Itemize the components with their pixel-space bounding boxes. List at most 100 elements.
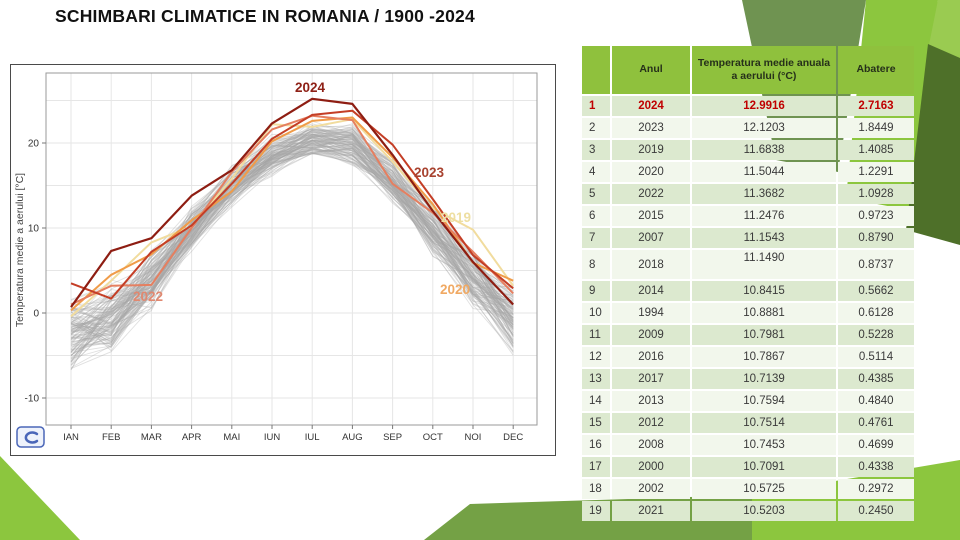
ensemble-year-line xyxy=(70,143,514,347)
year-cell: 2015 xyxy=(612,206,690,226)
ensemble-year-line xyxy=(70,131,514,338)
y-tick-label: 0 xyxy=(33,309,39,320)
ensemble-year-line xyxy=(70,140,514,342)
temperature-cell: 10.8415 xyxy=(692,281,836,301)
rank-cell: 9 xyxy=(582,281,610,301)
y-tick-label: 20 xyxy=(28,139,40,150)
rank-cell: 13 xyxy=(582,369,610,389)
rank-cell: 18 xyxy=(582,479,610,499)
ensemble-year-line xyxy=(70,144,514,345)
table-row-2008: 16 2008 10.7453 0.4699 xyxy=(582,435,914,455)
ensemble-year-line xyxy=(70,139,514,330)
ensemble-year-line xyxy=(70,129,514,322)
chart-grid xyxy=(46,73,537,425)
table-row-2018: 8 2018 11.1490 0.8737 xyxy=(582,250,914,279)
deviation-cell: 0.4840 xyxy=(838,391,914,411)
ensemble-year-line xyxy=(70,134,514,332)
rank-cell: 14 xyxy=(582,391,610,411)
temperature-cell: 12.9916 xyxy=(692,96,836,116)
ensemble-year-line xyxy=(70,138,514,324)
x-tick-label: IUN xyxy=(264,432,281,443)
deviation-cell: 1.0928 xyxy=(838,184,914,204)
table-row-2016: 12 2016 10.7867 0.5114 xyxy=(582,347,914,367)
axes: IAN FEB MAR APR MAI IUN IUL AUG SEP OCT NOI DEC -10 0… xyxy=(14,139,523,444)
ensemble-year-line xyxy=(70,147,514,331)
deviation-cell: 0.5114 xyxy=(838,347,914,367)
decor-top-dark-wedge xyxy=(906,44,960,245)
ensemble-year-line xyxy=(70,133,514,337)
rank-cell: 12 xyxy=(582,347,610,367)
y-tick-label: -10 xyxy=(25,394,40,405)
series-line-2023 xyxy=(70,109,514,300)
table-row-2022: 5 2022 11.3682 1.0928 xyxy=(582,184,914,204)
ensemble-year-line xyxy=(70,141,514,334)
ensemble-year-line xyxy=(70,147,514,363)
temperature-cell: 10.5725 xyxy=(692,479,836,499)
ensemble-year-line xyxy=(70,142,514,348)
ensemble-year-line xyxy=(70,133,514,347)
rank-cell: 4 xyxy=(582,162,610,182)
table-row-2002: 18 2002 10.5725 0.2972 xyxy=(582,479,914,499)
ensemble-year-line xyxy=(70,132,514,345)
table-header-row: Anul Temperatura medie anuala a aerului (… xyxy=(582,46,914,94)
year-cell: 2021 xyxy=(612,501,690,521)
ranking-table: Anul Temperatura medie anuala a aerului (… xyxy=(580,44,916,523)
ensemble-year-line xyxy=(70,152,514,366)
year-cell: 1994 xyxy=(612,303,690,323)
ensemble-year-line xyxy=(70,151,514,370)
ensemble-year-line xyxy=(70,147,514,368)
slide-title: SCHIMBARI CLIMATICE IN ROMANIA / 1900 -2… xyxy=(55,6,475,26)
decor-bottom-left-triangle xyxy=(0,456,80,540)
x-tick-label: MAR xyxy=(141,432,162,443)
x-tick-label: APR xyxy=(182,432,202,443)
ensemble-year-line xyxy=(70,148,514,361)
table-row-2014: 9 2014 10.8415 0.5662 xyxy=(582,281,914,301)
deviation-cell: 0.9723 xyxy=(838,206,914,226)
ensemble-year-line xyxy=(70,131,514,340)
rank-cell: 16 xyxy=(582,435,610,455)
ensemble-year-line xyxy=(70,127,514,345)
temperature-cell: 11.2476 xyxy=(692,206,836,226)
ensemble-year-line xyxy=(70,138,514,342)
deviation-cell: 0.4699 xyxy=(838,435,914,455)
deviation-cell: 0.8737 xyxy=(838,250,914,279)
temperature-cell: 10.8881 xyxy=(692,303,836,323)
series-label-2020: 2020 xyxy=(440,282,470,297)
chart-panel: IAN FEB MAR APR MAI IUN IUL AUG SEP OCT NOI DEC -10 0… xyxy=(10,64,556,456)
deviation-cell: 0.4761 xyxy=(838,413,914,433)
y-axis-title: Temperatura medie a aerului [°C] xyxy=(14,173,26,327)
ensemble-year-line xyxy=(70,132,514,356)
ensemble-year-line xyxy=(70,150,514,331)
temperature-cell: 10.5203 xyxy=(692,501,836,521)
table-row-2012: 15 2012 10.7514 0.4761 xyxy=(582,413,914,433)
table-row-2009: 11 2009 10.7981 0.5228 xyxy=(582,325,914,345)
ensemble-year-line xyxy=(70,146,514,331)
series-label-2019: 2019 xyxy=(441,210,471,225)
temperature-cell: 10.7594 xyxy=(692,391,836,411)
ensemble-year-line xyxy=(70,137,514,349)
ensemble-year-line xyxy=(70,128,514,332)
series-line-2024 xyxy=(70,97,514,308)
year-cell: 2012 xyxy=(612,413,690,433)
monthly-temperature-chart: IAN FEB MAR APR MAI IUN IUL AUG SEP OCT NOI DEC -10 0… xyxy=(14,72,538,448)
ensemble-lines xyxy=(70,120,514,371)
ensemble-year-line xyxy=(70,131,514,311)
x-tick-label: IUL xyxy=(305,432,320,443)
meteo-logo-swirl xyxy=(24,431,39,444)
year-cell: 2016 xyxy=(612,347,690,367)
ensemble-year-line xyxy=(70,148,514,366)
column-header-abatere: Abatere xyxy=(838,46,914,94)
ensemble-year-line xyxy=(70,135,514,326)
ensemble-year-line xyxy=(70,148,514,346)
table-row-1994: 10 1994 10.8881 0.6128 xyxy=(582,303,914,323)
ensemble-year-line xyxy=(70,136,514,347)
temperature-cell: 11.6838 xyxy=(692,140,836,160)
decor-top-corner-pale-shape xyxy=(928,0,960,62)
series-label-2022: 2022 xyxy=(133,289,163,304)
ensemble-year-line xyxy=(70,143,514,357)
ensemble-year-line xyxy=(70,129,514,346)
series-line-2020 xyxy=(70,116,514,312)
deviation-cell: 0.6128 xyxy=(838,303,914,323)
ensemble-year-line xyxy=(70,142,514,363)
